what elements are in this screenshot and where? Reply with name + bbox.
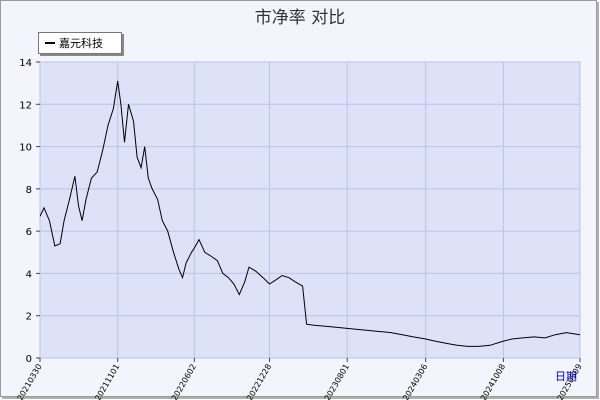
series-line [40,80,580,347]
legend-swatch [45,42,55,44]
x-tick-label: 20240306 [401,363,429,400]
x-tick-label: 20211101 [93,363,121,400]
y-tick-label: 4 [26,269,32,280]
x-axis-label: 日期 [555,370,577,383]
y-tick-label: 0 [26,354,32,365]
y-tick-label: 6 [26,227,32,238]
x-tick-label: 20210330 [16,363,44,400]
x-axis: 20210330 20211101 20220602 20221228 20230801… [16,358,584,400]
x-tick-label: 20241008 [479,363,507,400]
x-tick-label: 20220602 [170,363,198,400]
plot-background [39,61,581,359]
y-axis: 0 2 4 6 8 10 12 14 [19,58,40,365]
y-tick-label: 2 [26,312,32,323]
legend-label: 嘉元科技 [59,37,103,50]
y-tick-label: 10 [19,143,32,154]
legend: 嘉元科技 [38,32,122,54]
x-tick-label: 20230801 [323,363,351,400]
chart-title: 市净率 对比 [254,8,346,28]
y-tick-label: 8 [26,185,32,196]
y-tick-label: 12 [19,100,32,111]
y-tick-label: 14 [19,58,32,69]
x-tick-label: 20221228 [245,363,273,400]
grid [39,61,581,359]
